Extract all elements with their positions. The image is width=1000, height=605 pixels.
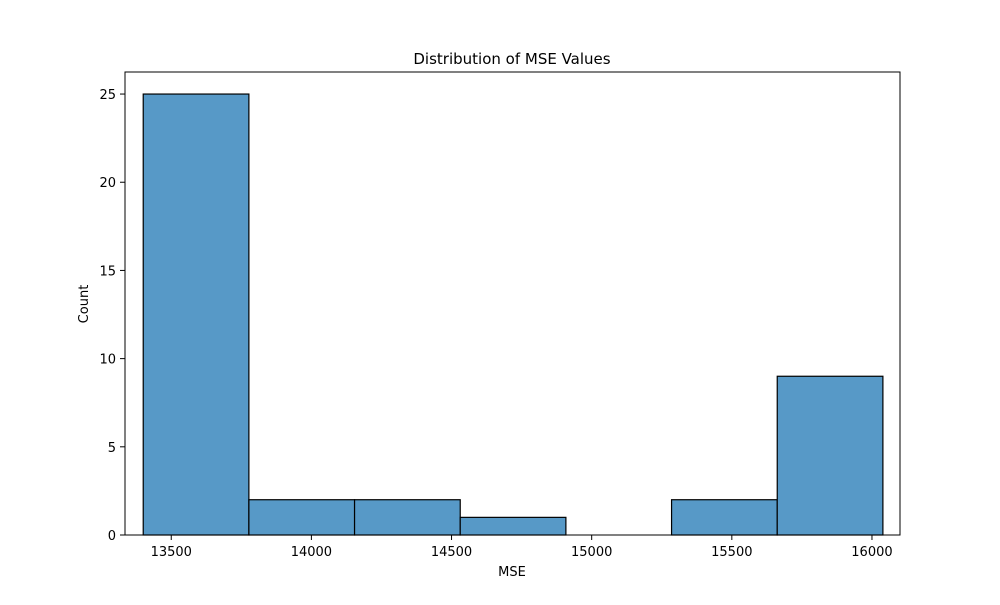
y-axis-label: Count [77,285,92,324]
x-tick-label: 15500 [711,545,752,560]
histogram-bar-6 [670,499,778,536]
x-axis-label: MSE [498,565,526,580]
plot-frame [124,71,901,536]
x-axis-ticks: 13500 14000 14500 15000 15500 16000 [151,535,893,560]
y-tick-label: 15 [99,264,116,279]
chart-title: Distribution of MSE Values [413,50,610,68]
y-tick-label: 5 [108,441,116,456]
x-tick-label: 13500 [151,545,192,560]
y-tick-label: 25 [99,88,116,103]
histogram-bar-1 [142,93,250,536]
x-tick-label: 16000 [851,545,892,560]
histogram-bar-4 [459,516,567,536]
bars-group [142,93,884,536]
histogram-bar-3 [353,499,461,536]
x-tick-label: 14000 [291,545,332,560]
y-axis-ticks: 0 5 10 15 20 25 [99,88,125,544]
x-tick-label: 15000 [571,545,612,560]
y-tick-label: 20 [99,176,116,191]
histogram-bar-7 [776,375,884,536]
x-tick-label: 14500 [431,545,472,560]
y-tick-label: 0 [108,529,116,544]
histogram-bar-2 [248,499,356,536]
y-tick-label: 10 [99,353,116,368]
